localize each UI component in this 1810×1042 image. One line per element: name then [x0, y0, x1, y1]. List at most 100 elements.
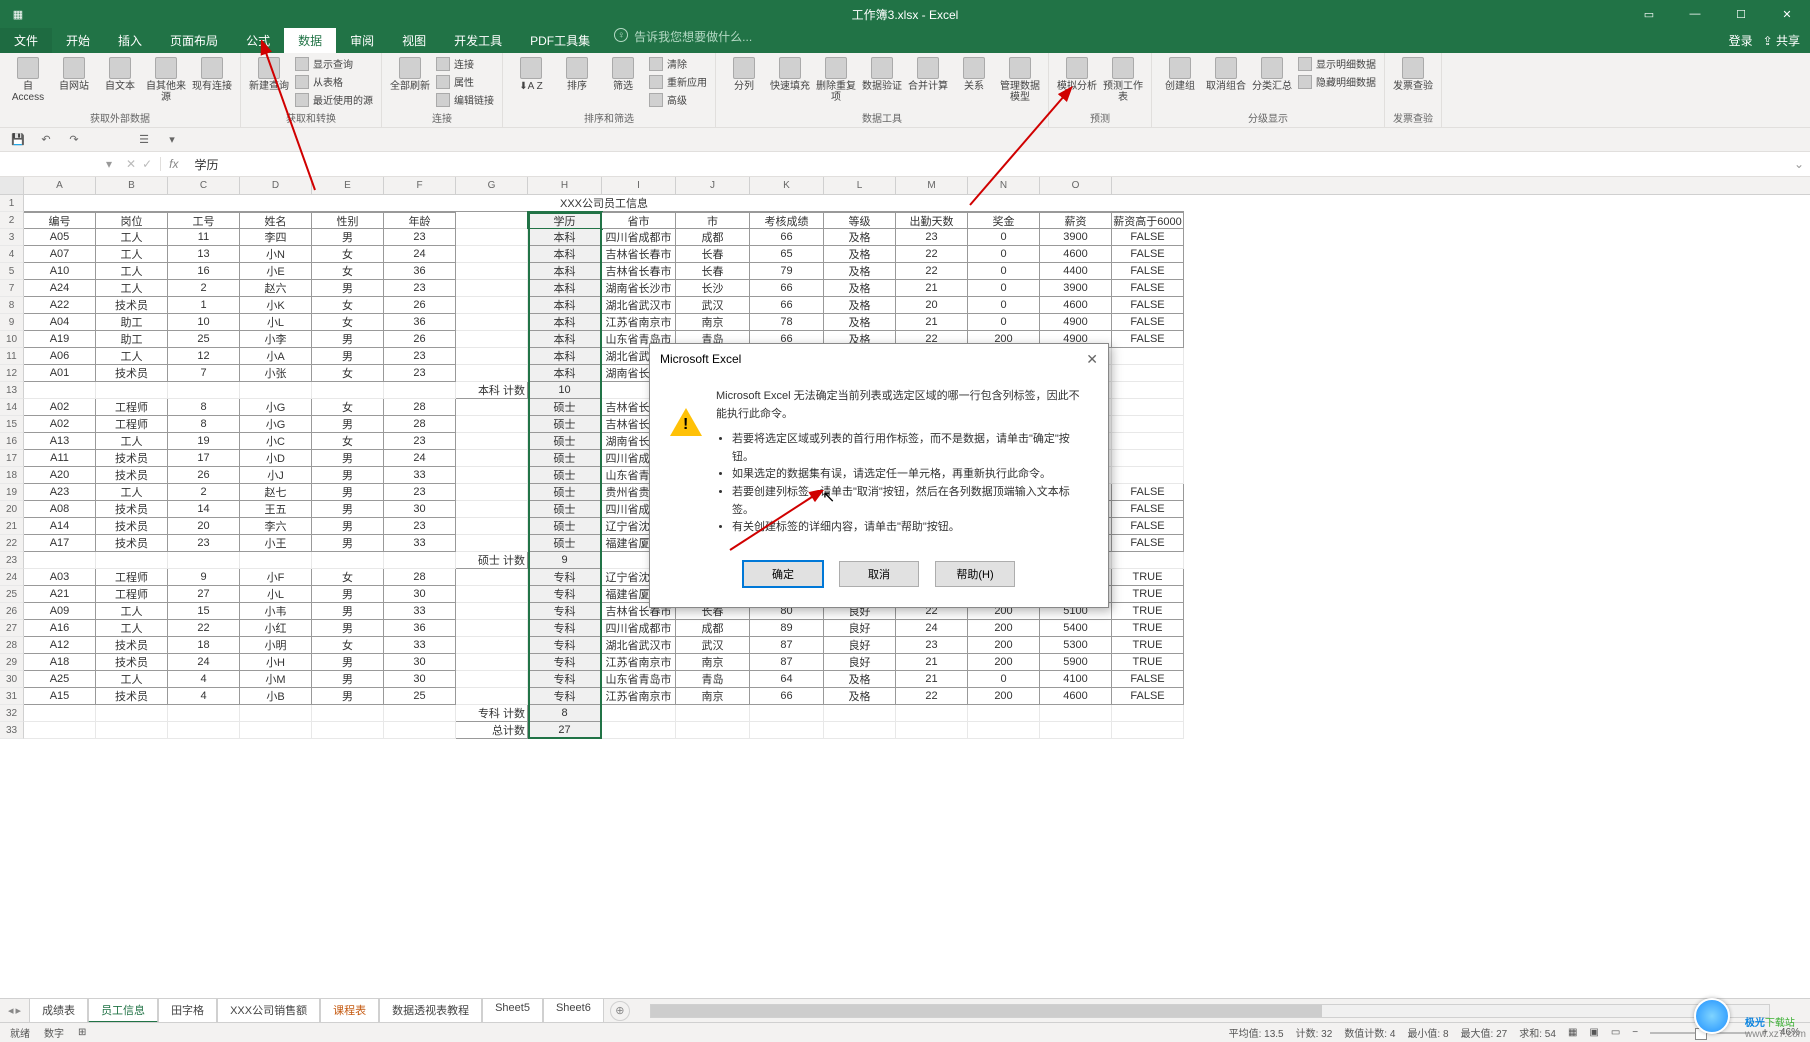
- cell[interactable]: 65: [750, 246, 824, 263]
- cell[interactable]: 0: [968, 246, 1040, 263]
- cell[interactable]: 23: [384, 518, 456, 535]
- row-header[interactable]: 24: [0, 569, 24, 586]
- ribbon-btn-5-1[interactable]: 预测工作表: [1101, 55, 1145, 103]
- ribbon-btn-3-1[interactable]: 排序: [555, 55, 599, 92]
- cell[interactable]: TRUE: [1112, 620, 1184, 637]
- cell[interactable]: 小D: [240, 450, 312, 467]
- cell[interactable]: 4600: [1040, 246, 1112, 263]
- sheet-nav-first-icon[interactable]: ◂: [8, 1004, 14, 1017]
- cell[interactable]: [240, 382, 312, 399]
- ribbon-btn-3-0[interactable]: ⬇A Z: [509, 55, 553, 92]
- cell[interactable]: A06: [24, 348, 96, 365]
- cell[interactable]: 工人: [96, 620, 168, 637]
- cell[interactable]: 市: [676, 212, 750, 229]
- cell[interactable]: 奖金: [968, 212, 1040, 229]
- cell[interactable]: A23: [24, 484, 96, 501]
- cell[interactable]: 17: [168, 450, 240, 467]
- cell[interactable]: 200: [968, 637, 1040, 654]
- cell[interactable]: 及格: [824, 246, 896, 263]
- cell[interactable]: 22: [896, 688, 968, 705]
- cell[interactable]: 21: [896, 280, 968, 297]
- cell[interactable]: [456, 501, 528, 518]
- col-header-I[interactable]: I: [602, 177, 676, 194]
- row-header[interactable]: 11: [0, 348, 24, 365]
- col-header-C[interactable]: C: [168, 177, 240, 194]
- tell-me-input[interactable]: 告诉我您想要做什么...: [634, 28, 752, 53]
- cell[interactable]: 硕士: [528, 518, 602, 535]
- cell[interactable]: TRUE: [1112, 603, 1184, 620]
- cell[interactable]: 硕士: [528, 484, 602, 501]
- row-header[interactable]: 1: [0, 195, 24, 212]
- minimize-button[interactable]: —: [1672, 0, 1718, 28]
- cell[interactable]: A13: [24, 433, 96, 450]
- cell[interactable]: A19: [24, 331, 96, 348]
- cell[interactable]: 64: [750, 671, 824, 688]
- cell[interactable]: 考核成绩: [750, 212, 824, 229]
- cell[interactable]: [456, 569, 528, 586]
- cell[interactable]: 18: [168, 637, 240, 654]
- ribbon-btn-7-0[interactable]: 发票查验: [1391, 55, 1435, 92]
- cell[interactable]: 吉林省长春市: [602, 263, 676, 280]
- cell[interactable]: 26: [384, 297, 456, 314]
- col-header-L[interactable]: L: [824, 177, 896, 194]
- cell[interactable]: 女: [312, 297, 384, 314]
- cell[interactable]: 专科: [528, 586, 602, 603]
- cell[interactable]: 3900: [1040, 280, 1112, 297]
- cell[interactable]: [384, 722, 456, 739]
- cell[interactable]: 14: [168, 501, 240, 518]
- cell[interactable]: [456, 331, 528, 348]
- redo-icon[interactable]: ↷: [66, 132, 82, 148]
- cell[interactable]: [824, 722, 896, 739]
- cell[interactable]: 36: [384, 620, 456, 637]
- cell[interactable]: 湖北省武汉市: [602, 297, 676, 314]
- sheet-tab-7[interactable]: Sheet6: [543, 998, 604, 1023]
- cell[interactable]: [1040, 705, 1112, 722]
- cell[interactable]: [676, 705, 750, 722]
- row-header[interactable]: 17: [0, 450, 24, 467]
- ribbon-btn-4-4[interactable]: 合并计算: [906, 55, 950, 92]
- cell[interactable]: A24: [24, 280, 96, 297]
- cell[interactable]: FALSE: [1112, 263, 1184, 280]
- cell[interactable]: 4100: [1040, 671, 1112, 688]
- cell[interactable]: 硕士: [528, 467, 602, 484]
- cell[interactable]: 等级: [824, 212, 896, 229]
- cell[interactable]: 10: [168, 314, 240, 331]
- cell[interactable]: [896, 705, 968, 722]
- cell[interactable]: 小H: [240, 654, 312, 671]
- cell[interactable]: A14: [24, 518, 96, 535]
- cell[interactable]: [1112, 433, 1184, 450]
- view-normal-icon[interactable]: ▦: [1568, 1027, 1577, 1038]
- cell[interactable]: 省市: [602, 212, 676, 229]
- cell[interactable]: [1112, 552, 1184, 569]
- sheet-nav-last-icon[interactable]: ▸: [16, 1004, 22, 1017]
- cell[interactable]: 小K: [240, 297, 312, 314]
- cell[interactable]: 女: [312, 433, 384, 450]
- cell[interactable]: A04: [24, 314, 96, 331]
- cell[interactable]: 87: [750, 654, 824, 671]
- cell[interactable]: [456, 688, 528, 705]
- cell[interactable]: 姓名: [240, 212, 312, 229]
- cell[interactable]: 小N: [240, 246, 312, 263]
- cell[interactable]: [456, 620, 528, 637]
- ribbon-small-2-1[interactable]: 属性: [434, 73, 496, 90]
- cell[interactable]: [456, 467, 528, 484]
- cell[interactable]: 赵六: [240, 280, 312, 297]
- cell[interactable]: FALSE: [1112, 246, 1184, 263]
- cell[interactable]: 16: [168, 263, 240, 280]
- row-header[interactable]: 25: [0, 586, 24, 603]
- formula-input[interactable]: 学历: [187, 156, 1788, 173]
- cell[interactable]: 28: [384, 399, 456, 416]
- cell[interactable]: 3900: [1040, 229, 1112, 246]
- cell[interactable]: 33: [384, 467, 456, 484]
- cell[interactable]: A17: [24, 535, 96, 552]
- cell[interactable]: 12: [168, 348, 240, 365]
- cell[interactable]: 13: [168, 246, 240, 263]
- ribbon-small-1-1[interactable]: 从表格: [293, 73, 375, 90]
- sheet-tab-1[interactable]: 员工信息: [88, 998, 158, 1023]
- cell[interactable]: 四川省成都市: [602, 620, 676, 637]
- maximize-button[interactable]: ☐: [1718, 0, 1764, 28]
- cell[interactable]: A01: [24, 365, 96, 382]
- row-header[interactable]: 29: [0, 654, 24, 671]
- col-header-A[interactable]: A: [24, 177, 96, 194]
- cell[interactable]: 及格: [824, 671, 896, 688]
